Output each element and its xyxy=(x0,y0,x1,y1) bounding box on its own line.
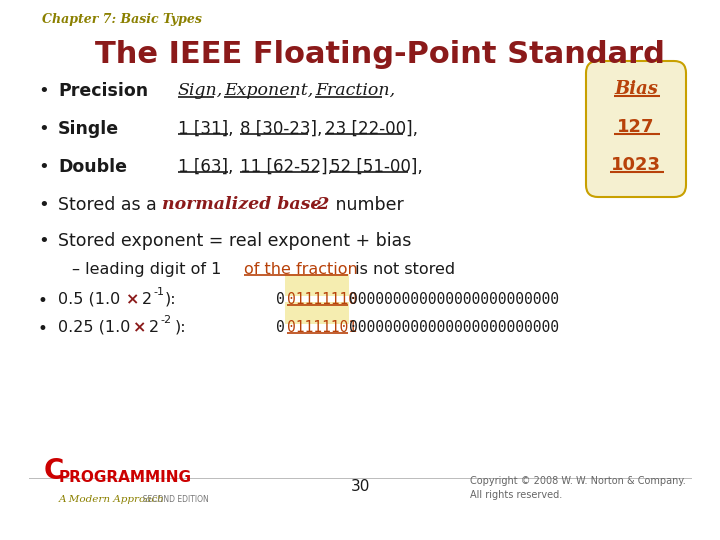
Text: 11 [62-52],: 11 [62-52], xyxy=(240,158,333,176)
Text: Precision: Precision xyxy=(58,82,148,100)
Text: -2: -2 xyxy=(160,315,171,325)
Text: •: • xyxy=(38,120,49,138)
Text: •: • xyxy=(38,82,49,100)
Text: •: • xyxy=(38,292,48,310)
Text: 000000000000000000000000: 000000000000000000000000 xyxy=(349,292,559,307)
Text: 1 [31],: 1 [31], xyxy=(178,120,233,138)
Text: A Modern Approach: A Modern Approach xyxy=(59,495,165,504)
Text: number: number xyxy=(330,196,404,214)
Text: All rights reserved.: All rights reserved. xyxy=(470,490,562,500)
Text: ):: ): xyxy=(175,320,186,335)
FancyBboxPatch shape xyxy=(285,302,349,324)
Text: 30: 30 xyxy=(351,479,369,494)
Text: Single: Single xyxy=(58,120,119,138)
Text: SECOND EDITION: SECOND EDITION xyxy=(138,495,209,504)
Text: – leading digit of 1: – leading digit of 1 xyxy=(72,262,227,277)
Text: C: C xyxy=(44,457,64,485)
FancyBboxPatch shape xyxy=(586,61,686,197)
Text: PROGRAMMING: PROGRAMMING xyxy=(59,470,192,485)
Text: ×: × xyxy=(126,292,140,307)
Text: Chapter 7: Basic Types: Chapter 7: Basic Types xyxy=(42,13,202,26)
Text: 8 [30-23],: 8 [30-23], xyxy=(240,120,323,138)
Text: Double: Double xyxy=(58,158,127,176)
Text: Fraction,: Fraction, xyxy=(315,82,395,99)
Text: -1: -1 xyxy=(153,287,164,297)
Text: 0: 0 xyxy=(276,320,284,335)
Text: 127: 127 xyxy=(617,118,654,136)
FancyBboxPatch shape xyxy=(285,274,349,296)
Text: 52 [51-00],: 52 [51-00], xyxy=(330,158,423,176)
Text: -2: -2 xyxy=(310,196,329,213)
Text: Stored as a: Stored as a xyxy=(58,196,162,214)
Text: 01111110: 01111110 xyxy=(287,292,357,307)
Text: 0: 0 xyxy=(276,292,284,307)
Text: is not stored: is not stored xyxy=(350,262,455,277)
Text: The IEEE Floating-Point Standard: The IEEE Floating-Point Standard xyxy=(95,40,665,69)
Text: Stored exponent = real exponent + bias: Stored exponent = real exponent + bias xyxy=(58,232,411,250)
Text: 1023: 1023 xyxy=(611,156,661,174)
Text: 000000000000000000000000: 000000000000000000000000 xyxy=(349,320,559,335)
Text: 2: 2 xyxy=(142,292,152,307)
Text: 0.25 (1.0: 0.25 (1.0 xyxy=(58,320,130,335)
Text: Exponent,: Exponent, xyxy=(224,82,313,99)
Text: of the fraction: of the fraction xyxy=(244,262,358,277)
Text: 0.5 (1.0: 0.5 (1.0 xyxy=(58,292,120,307)
Text: 1 [63],: 1 [63], xyxy=(178,158,233,176)
Text: 2: 2 xyxy=(149,320,159,335)
Text: •: • xyxy=(38,320,48,338)
Text: 23 [22-00],: 23 [22-00], xyxy=(325,120,418,138)
Text: normalized base: normalized base xyxy=(162,196,321,213)
Text: •: • xyxy=(38,196,49,214)
Text: Sign,: Sign, xyxy=(178,82,223,99)
Text: •: • xyxy=(38,158,49,176)
Text: Bias: Bias xyxy=(614,80,658,98)
Text: 01111101: 01111101 xyxy=(287,320,357,335)
Text: ×: × xyxy=(133,320,146,335)
Text: ):: ): xyxy=(165,292,176,307)
Text: Copyright © 2008 W. W. Norton & Company.: Copyright © 2008 W. W. Norton & Company. xyxy=(470,476,685,486)
Text: •: • xyxy=(38,232,49,250)
